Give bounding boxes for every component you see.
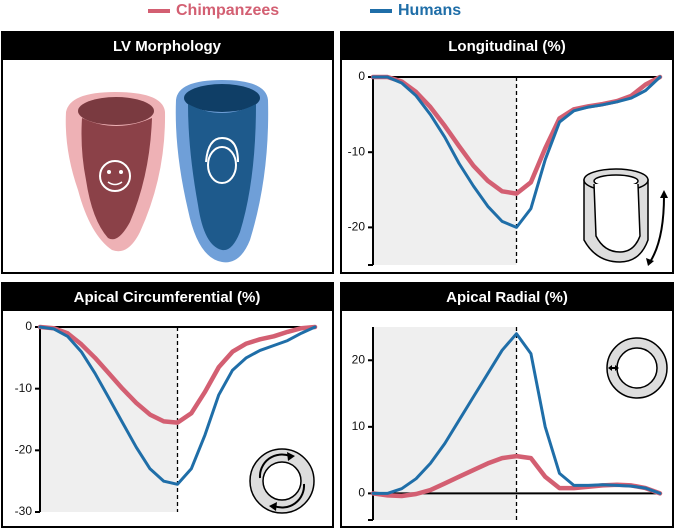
y-tick-label: -10 xyxy=(348,144,366,158)
shaded-region xyxy=(373,327,517,520)
panel-title: Apical Radial (%) xyxy=(446,289,568,306)
y-tick-label: 0 xyxy=(25,319,32,333)
series-line xyxy=(371,75,662,229)
series-line xyxy=(38,325,317,486)
panel xyxy=(1,31,334,274)
panel-title: LV Morphology xyxy=(113,38,222,55)
radial-icon xyxy=(606,337,668,399)
plots: 0 -10 -20 0 -10 -20 -30 0 10 20 xyxy=(15,69,663,521)
title-bar xyxy=(341,283,673,311)
shaded-region xyxy=(373,77,517,265)
panel-title: Longitudinal (%) xyxy=(448,38,565,55)
y-tick-label: 10 xyxy=(352,419,366,433)
legend-label: Chimpanzees xyxy=(176,2,279,19)
title-bar xyxy=(2,283,333,311)
y-tick-label: -30 xyxy=(15,504,33,518)
circumferential-icon xyxy=(249,448,315,514)
y-tick-label: -20 xyxy=(348,220,366,234)
longitudinal-icon xyxy=(583,168,668,266)
y-tick-label: -20 xyxy=(15,443,33,457)
y-tick-label: 0 xyxy=(358,486,365,500)
title-bar xyxy=(2,32,333,60)
y-tick-label: -10 xyxy=(15,381,33,395)
series-line xyxy=(37,324,318,425)
title-bar xyxy=(341,32,673,60)
panel-title: Apical Circumferential (%) xyxy=(74,289,261,306)
legend-label: Humans xyxy=(398,2,461,19)
y-tick-label: 20 xyxy=(352,352,366,366)
y-tick-label: 0 xyxy=(358,69,365,83)
chimp-heart xyxy=(65,92,166,252)
human-heart xyxy=(175,80,269,263)
series-line xyxy=(371,332,662,495)
shaded-region xyxy=(40,327,178,512)
